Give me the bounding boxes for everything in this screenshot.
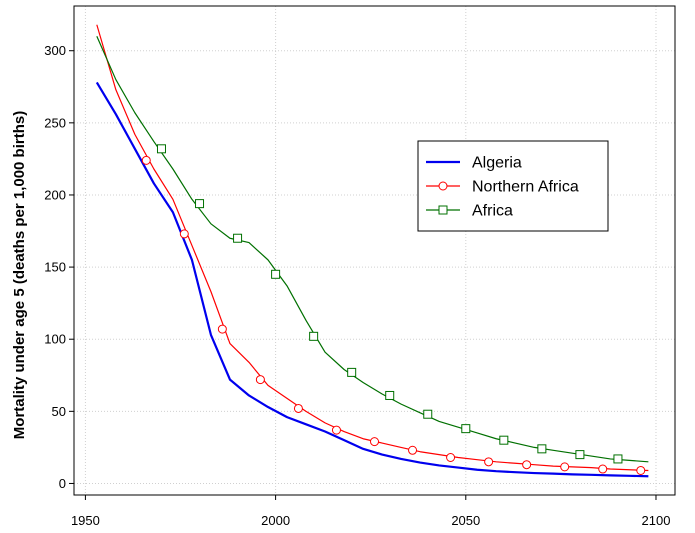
data-point-circle bbox=[370, 437, 379, 447]
data-point-square bbox=[461, 424, 471, 434]
legend-label: Africa bbox=[472, 203, 513, 220]
legend: Algeria Northern Africa Africa bbox=[417, 140, 609, 232]
data-point-square bbox=[195, 199, 205, 209]
x-tick-label: 1950 bbox=[71, 513, 100, 528]
x-tick-label: 2000 bbox=[261, 513, 290, 528]
data-point-circle bbox=[484, 457, 494, 467]
y-tick-label: 150 bbox=[44, 260, 66, 275]
series-line-algeria bbox=[95, 81, 649, 478]
data-point-circle bbox=[179, 229, 189, 239]
grid bbox=[74, 6, 675, 495]
legend-label: Algeria bbox=[472, 155, 522, 172]
data-point-circle bbox=[255, 375, 265, 385]
data-point-square bbox=[385, 390, 395, 400]
series-northern-africa bbox=[96, 24, 649, 475]
y-tick-label: 100 bbox=[44, 332, 66, 347]
data-point-circle bbox=[560, 462, 570, 472]
series-algeria bbox=[95, 81, 649, 478]
data-point-circle bbox=[141, 155, 151, 165]
axis-ticks: 1950 2000 2050 2100 0 50 100 150 200 250 300 bbox=[44, 43, 670, 528]
series-line-northern-africa bbox=[96, 24, 649, 472]
data-point-circle bbox=[331, 425, 341, 435]
data-point-circle bbox=[217, 324, 227, 334]
y-tick-label: 200 bbox=[44, 187, 66, 202]
data-point-square bbox=[233, 233, 243, 243]
data-point-square bbox=[613, 454, 623, 464]
data-point-circle bbox=[408, 445, 418, 455]
series-layer bbox=[95, 24, 649, 478]
data-point-square bbox=[537, 444, 547, 454]
data-point-circle bbox=[446, 452, 456, 462]
series-africa bbox=[96, 36, 649, 464]
data-point-square bbox=[309, 331, 319, 341]
data-point-square bbox=[347, 367, 357, 377]
data-point-circle bbox=[522, 460, 532, 470]
y-axis-title: Mortality under age 5 (deaths per 1,000 … bbox=[11, 111, 28, 439]
plot-area bbox=[73, 5, 676, 496]
legend-label: Northern Africa bbox=[472, 179, 579, 196]
data-point-circle bbox=[598, 464, 608, 474]
data-point-circle bbox=[293, 403, 303, 413]
y-tick-label: 250 bbox=[44, 115, 66, 130]
data-point-circle bbox=[636, 465, 646, 475]
series-line-africa bbox=[96, 36, 649, 463]
data-point-square bbox=[575, 450, 585, 460]
y-tick-label: 0 bbox=[59, 476, 66, 491]
data-point-square bbox=[499, 435, 509, 445]
data-point-square bbox=[156, 144, 166, 154]
legend-marker-square bbox=[438, 205, 448, 215]
y-tick-label: 300 bbox=[44, 43, 66, 58]
data-point-square bbox=[423, 409, 433, 419]
legend-marker-circle bbox=[438, 181, 448, 191]
y-tick-label: 50 bbox=[52, 404, 66, 419]
x-tick-label: 2050 bbox=[451, 513, 480, 528]
x-tick-label: 2100 bbox=[642, 513, 671, 528]
data-point-square bbox=[271, 269, 281, 279]
